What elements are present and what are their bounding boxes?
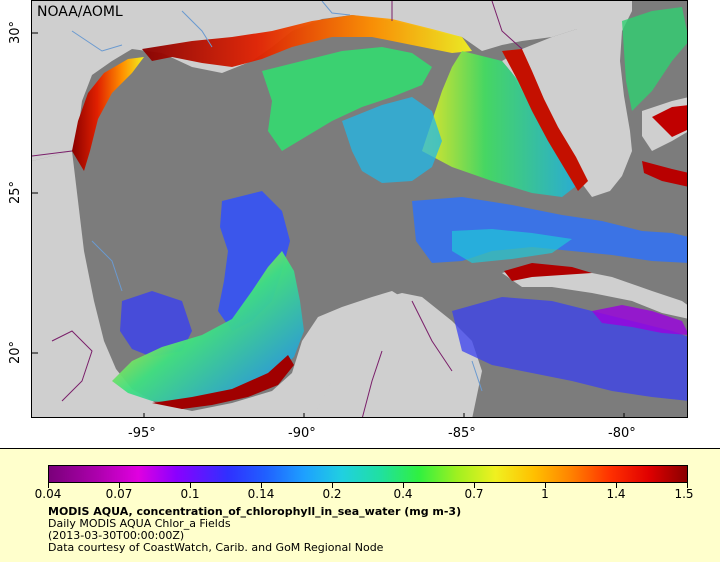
colorbar-tick [261, 483, 262, 488]
colorbar-label: 0.4 [393, 487, 413, 501]
chl-coast-north-red [142, 15, 472, 67]
chlorophyll-map-svg [32, 1, 687, 417]
chl-north-shelf-green [262, 47, 432, 151]
lon-label-80w: -80° [608, 426, 636, 441]
chl-west-florida-shelf [422, 51, 580, 197]
chl-coast-texas-red [72, 57, 144, 171]
map-area: NOAA/AOML 30° 25° 20° -95° -90° -85° -80… [8, 0, 688, 441]
chl-east-gulf-cyan [452, 229, 572, 263]
colorbar-tick [687, 483, 688, 488]
legend-date: (2013-03-30T00:00:00Z) [48, 529, 185, 542]
lat-ticks [32, 32, 38, 354]
chl-keys-red [642, 161, 687, 187]
colorbar-tick [545, 483, 546, 488]
colorbar-label: 1 [541, 487, 549, 501]
source-credit: NOAA/AOML [37, 4, 123, 20]
lon-label-95w: -95° [128, 426, 156, 441]
lon-ticks [143, 413, 625, 417]
colorbar-tick [616, 483, 617, 488]
legend-panel: 0.04 0.07 0.1 0.14 0.2 0.4 0.7 1 1.4 1.5… [0, 448, 720, 562]
colorbar-label: 0.2 [322, 487, 342, 501]
chl-campeche-shelf [112, 251, 304, 403]
colorbar-tick [403, 483, 404, 488]
colorbar-tick [119, 483, 120, 488]
rivers [71, 1, 483, 392]
legend-title: MODIS AQUA, concentration_of_chlorophyll… [48, 505, 462, 518]
land-florida [502, 1, 632, 197]
chl-west-gulf-blue-2 [120, 291, 192, 357]
legend-courtesy: Data courtesy of CoastWatch, Carib. and … [48, 541, 384, 554]
chl-florida-coast-red [502, 49, 588, 191]
chl-cuba-coast-red [504, 263, 592, 281]
colorbar-label: 1.4 [606, 487, 626, 501]
colorbar-tick [474, 483, 475, 488]
chl-cuba-south-purple [592, 305, 687, 335]
land-us-gulf-coast [32, 1, 592, 161]
land-yucatan [313, 293, 482, 417]
lon-label-85w: -85° [448, 426, 476, 441]
lon-label-90w: -90° [288, 426, 316, 441]
lat-label-25: 25° [8, 180, 23, 204]
map-frame[interactable] [31, 0, 688, 418]
chl-bahamas-green [622, 7, 687, 111]
colorbar-label: 0.14 [247, 487, 275, 501]
colorbar-label: 0.1 [180, 487, 200, 501]
lat-label-20: 20° [8, 340, 23, 364]
colorbar-label: 1.5 [674, 487, 694, 501]
colorbar-tick [48, 483, 49, 488]
land-cuba [502, 265, 687, 319]
land-mexico [32, 151, 412, 417]
chl-bahamas-red [652, 105, 687, 137]
legend-dataset: Daily MODIS AQUA Chlor_a Fields [48, 517, 231, 530]
chl-campeche-red [152, 355, 294, 409]
colorbar-label: 0.7 [464, 487, 484, 501]
political-boundaries [32, 1, 523, 417]
colorbar-label: 0.07 [105, 487, 133, 501]
chl-north-shelf-cyan [342, 97, 442, 183]
colorbar-tick [332, 483, 333, 488]
colorbar-tick [190, 483, 191, 488]
colorbar [48, 465, 688, 483]
colorbar-label: 0.04 [34, 487, 62, 501]
lat-label-30: 30° [8, 20, 23, 44]
